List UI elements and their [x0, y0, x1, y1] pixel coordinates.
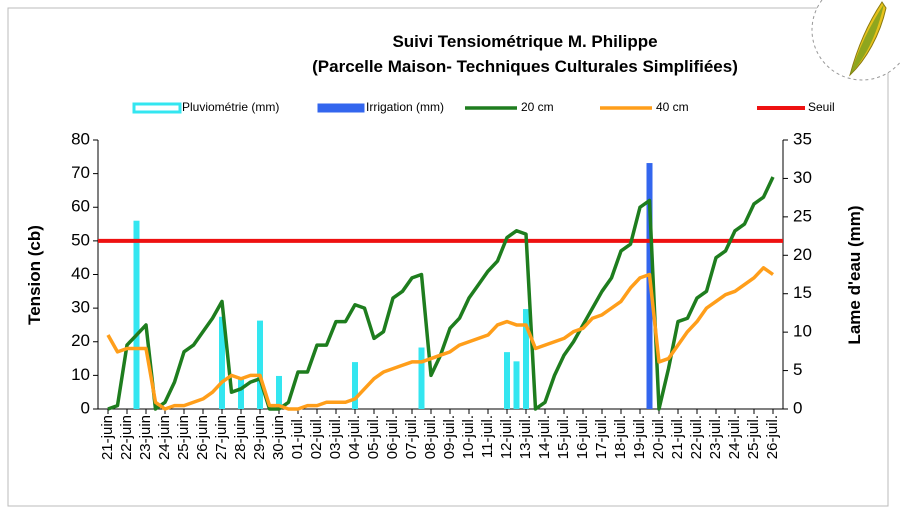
x-tick-label: 06-juil.	[384, 415, 401, 459]
y2-tick-label: 25	[793, 206, 812, 225]
x-tick-label: 28-juin	[232, 415, 249, 460]
bar	[352, 362, 358, 409]
y-tick-label: 20	[71, 331, 90, 350]
x-tick-label: 27-juin	[213, 415, 230, 460]
corn-logo	[812, 0, 901, 80]
x-tick-label: 21-juin	[99, 415, 116, 460]
x-tick-label: 14-juil.	[536, 415, 553, 459]
x-tick-label: 15-juil.	[555, 415, 572, 459]
bar	[419, 348, 425, 409]
legend-label: Seuil	[808, 100, 835, 114]
x-tick-label: 01-juil.	[289, 415, 306, 459]
x-tick-label: 26-juil.	[764, 415, 781, 459]
y-tick-label: 60	[71, 197, 90, 216]
y2-tick-label: 30	[793, 168, 812, 187]
x-tick-label: 24-juil.	[726, 415, 743, 459]
chart: Suivi Tensiométrique M. Philippe (Parcel…	[0, 0, 901, 510]
y-tick-label: 80	[71, 129, 90, 148]
x-tick-label: 12-juil.	[498, 415, 515, 459]
x-tick-label: 19-juil.	[631, 415, 648, 459]
y2-tick-label: 15	[793, 283, 812, 302]
x-tick-label: 25-juin	[175, 415, 192, 460]
x-tick-label: 30-juin	[270, 415, 287, 460]
bar	[504, 352, 510, 409]
y-tick-label: 70	[71, 163, 90, 182]
y2-tick-label: 10	[793, 322, 812, 341]
y-tick-label: 50	[71, 230, 90, 249]
x-tick-label: 25-juil.	[745, 415, 762, 459]
x-tick-label: 16-juil.	[574, 415, 591, 459]
x-tick-label: 05-juil.	[365, 415, 382, 459]
legend-label: 40 cm	[656, 100, 689, 114]
x-tick-label: 17-juil.	[593, 415, 610, 459]
bar	[514, 361, 520, 409]
y2-axis-title: Lame d'eau (mm)	[845, 205, 864, 344]
legend-label: Pluviométrie (mm)	[182, 100, 279, 114]
chart-subtitle: (Parcelle Maison- Techniques Culturales …	[312, 57, 738, 76]
x-tick-label: 21-juil.	[669, 415, 686, 459]
x-tick-label: 02-juil.	[308, 415, 325, 459]
x-tick-label: 07-juil.	[403, 415, 420, 459]
x-tick-label: 04-juil.	[346, 415, 363, 459]
y-tick-label: 10	[71, 365, 90, 384]
chart-title: Suivi Tensiométrique M. Philippe	[392, 32, 657, 51]
legend-swatch	[318, 104, 364, 112]
x-tick-label: 11-juil.	[479, 415, 496, 458]
x-tick-label: 10-juil.	[460, 415, 477, 459]
y-tick-label: 40	[71, 264, 90, 283]
legend-label: 20 cm	[521, 100, 554, 114]
x-tick-label: 08-juil.	[422, 415, 439, 459]
x-tick-label: 26-juin	[194, 415, 211, 460]
x-tick-label: 18-juil.	[612, 415, 629, 459]
y-axis-title: Tension (cb)	[25, 225, 44, 325]
line-series	[108, 177, 773, 409]
legend-label: Irrigation (mm)	[366, 100, 444, 114]
x-tick-label: 22-juin	[118, 415, 135, 460]
x-tick-label: 29-juin	[251, 415, 268, 460]
x-tick-label: 23-juil.	[707, 415, 724, 459]
bar	[238, 378, 244, 409]
bar	[134, 221, 140, 409]
legend-swatch	[134, 104, 180, 112]
x-tick-label: 03-juil.	[327, 415, 344, 459]
y2-tick-label: 5	[793, 360, 802, 379]
x-tick-label: 20-juil.	[650, 415, 667, 459]
x-tick-label: 24-juin	[156, 415, 173, 460]
x-tick-label: 13-juil.	[517, 415, 534, 459]
y2-tick-label: 35	[793, 129, 812, 148]
x-tick-label: 23-juin	[137, 415, 154, 460]
y-tick-label: 30	[71, 298, 90, 317]
y2-tick-label: 20	[793, 245, 812, 264]
y-tick-label: 0	[81, 398, 90, 417]
x-tick-label: 09-juil.	[441, 415, 458, 459]
y2-tick-label: 0	[793, 398, 802, 417]
x-tick-label: 22-juil.	[688, 415, 705, 459]
bar	[257, 321, 263, 409]
